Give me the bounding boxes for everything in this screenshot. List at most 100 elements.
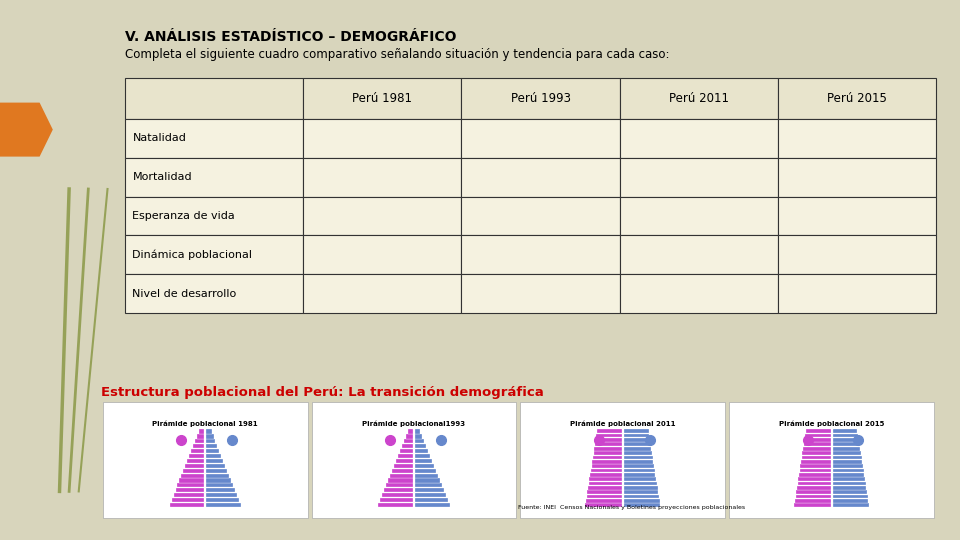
FancyBboxPatch shape: [624, 477, 656, 481]
FancyBboxPatch shape: [462, 158, 619, 197]
FancyBboxPatch shape: [778, 78, 936, 119]
FancyBboxPatch shape: [103, 402, 307, 518]
FancyBboxPatch shape: [799, 477, 830, 481]
FancyBboxPatch shape: [191, 449, 204, 453]
FancyBboxPatch shape: [206, 478, 231, 483]
FancyBboxPatch shape: [624, 456, 653, 459]
FancyBboxPatch shape: [624, 482, 657, 485]
FancyBboxPatch shape: [804, 442, 830, 446]
FancyBboxPatch shape: [415, 483, 442, 488]
FancyBboxPatch shape: [206, 469, 228, 473]
FancyBboxPatch shape: [801, 464, 830, 468]
FancyBboxPatch shape: [125, 197, 303, 235]
Text: Perú 2011: Perú 2011: [669, 92, 729, 105]
FancyBboxPatch shape: [593, 456, 622, 459]
Text: Esperanza de vida: Esperanza de vida: [132, 211, 235, 221]
FancyBboxPatch shape: [586, 499, 622, 503]
FancyBboxPatch shape: [415, 459, 432, 463]
FancyBboxPatch shape: [730, 402, 934, 518]
FancyBboxPatch shape: [382, 493, 413, 497]
FancyBboxPatch shape: [624, 473, 656, 477]
Text: Perú 2015: Perú 2015: [827, 92, 887, 105]
FancyBboxPatch shape: [591, 464, 622, 468]
FancyBboxPatch shape: [183, 469, 204, 473]
FancyBboxPatch shape: [384, 488, 413, 492]
FancyBboxPatch shape: [206, 498, 239, 502]
FancyBboxPatch shape: [619, 78, 778, 119]
FancyBboxPatch shape: [624, 486, 658, 490]
FancyBboxPatch shape: [380, 498, 413, 502]
FancyBboxPatch shape: [415, 478, 440, 483]
FancyBboxPatch shape: [619, 197, 778, 235]
FancyBboxPatch shape: [408, 429, 413, 434]
FancyBboxPatch shape: [797, 486, 830, 490]
FancyBboxPatch shape: [624, 442, 651, 446]
FancyBboxPatch shape: [624, 503, 660, 507]
FancyBboxPatch shape: [619, 274, 778, 313]
FancyBboxPatch shape: [804, 447, 830, 450]
FancyBboxPatch shape: [588, 490, 622, 494]
FancyBboxPatch shape: [832, 473, 864, 477]
FancyBboxPatch shape: [462, 78, 619, 119]
FancyBboxPatch shape: [206, 444, 217, 448]
FancyBboxPatch shape: [798, 482, 830, 485]
FancyBboxPatch shape: [589, 477, 622, 481]
FancyBboxPatch shape: [624, 434, 649, 437]
FancyBboxPatch shape: [125, 158, 303, 197]
FancyBboxPatch shape: [394, 464, 413, 468]
FancyBboxPatch shape: [593, 451, 622, 455]
FancyBboxPatch shape: [587, 495, 622, 498]
FancyBboxPatch shape: [206, 449, 219, 453]
FancyBboxPatch shape: [176, 488, 204, 492]
FancyBboxPatch shape: [832, 464, 863, 468]
FancyBboxPatch shape: [303, 197, 462, 235]
FancyBboxPatch shape: [415, 429, 420, 434]
FancyBboxPatch shape: [415, 503, 449, 507]
FancyBboxPatch shape: [832, 442, 859, 446]
FancyBboxPatch shape: [206, 439, 215, 443]
FancyBboxPatch shape: [832, 451, 861, 455]
FancyBboxPatch shape: [415, 454, 430, 458]
FancyBboxPatch shape: [778, 119, 936, 158]
FancyBboxPatch shape: [199, 429, 204, 434]
FancyBboxPatch shape: [624, 438, 650, 442]
FancyBboxPatch shape: [415, 488, 444, 492]
FancyBboxPatch shape: [832, 490, 867, 494]
FancyBboxPatch shape: [619, 158, 778, 197]
FancyBboxPatch shape: [462, 235, 619, 274]
FancyBboxPatch shape: [803, 451, 830, 455]
Text: Nivel de desarrollo: Nivel de desarrollo: [132, 289, 237, 299]
FancyBboxPatch shape: [206, 434, 213, 438]
FancyBboxPatch shape: [206, 493, 237, 497]
FancyBboxPatch shape: [185, 464, 204, 468]
FancyBboxPatch shape: [396, 459, 413, 463]
FancyBboxPatch shape: [805, 434, 830, 437]
FancyBboxPatch shape: [832, 447, 860, 450]
FancyBboxPatch shape: [415, 444, 426, 448]
FancyBboxPatch shape: [778, 235, 936, 274]
FancyBboxPatch shape: [799, 473, 830, 477]
FancyBboxPatch shape: [388, 478, 413, 483]
Text: Completa el siguiente cuadro comparativo señalando situación y tendencia para ca: Completa el siguiente cuadro comparativo…: [125, 48, 669, 60]
FancyBboxPatch shape: [832, 482, 866, 485]
FancyBboxPatch shape: [415, 434, 422, 438]
Text: Pirámide poblacional 2011: Pirámide poblacional 2011: [570, 421, 676, 427]
FancyBboxPatch shape: [802, 456, 830, 459]
FancyBboxPatch shape: [778, 197, 936, 235]
FancyBboxPatch shape: [778, 158, 936, 197]
FancyBboxPatch shape: [832, 486, 866, 490]
FancyBboxPatch shape: [588, 482, 622, 485]
FancyBboxPatch shape: [390, 474, 413, 478]
Text: Dinámica poblacional: Dinámica poblacional: [132, 249, 252, 260]
FancyBboxPatch shape: [462, 274, 619, 313]
FancyBboxPatch shape: [174, 493, 204, 497]
FancyBboxPatch shape: [832, 429, 857, 433]
FancyBboxPatch shape: [197, 434, 204, 438]
FancyBboxPatch shape: [125, 235, 303, 274]
FancyBboxPatch shape: [180, 478, 204, 483]
FancyBboxPatch shape: [206, 503, 241, 507]
Polygon shape: [0, 103, 53, 157]
FancyBboxPatch shape: [303, 119, 462, 158]
FancyBboxPatch shape: [172, 498, 204, 502]
Text: Fuente: INEI  Censos Nacionales y Boletines proyecciones poblacionales: Fuente: INEI Censos Nacionales y Boletin…: [518, 505, 746, 510]
